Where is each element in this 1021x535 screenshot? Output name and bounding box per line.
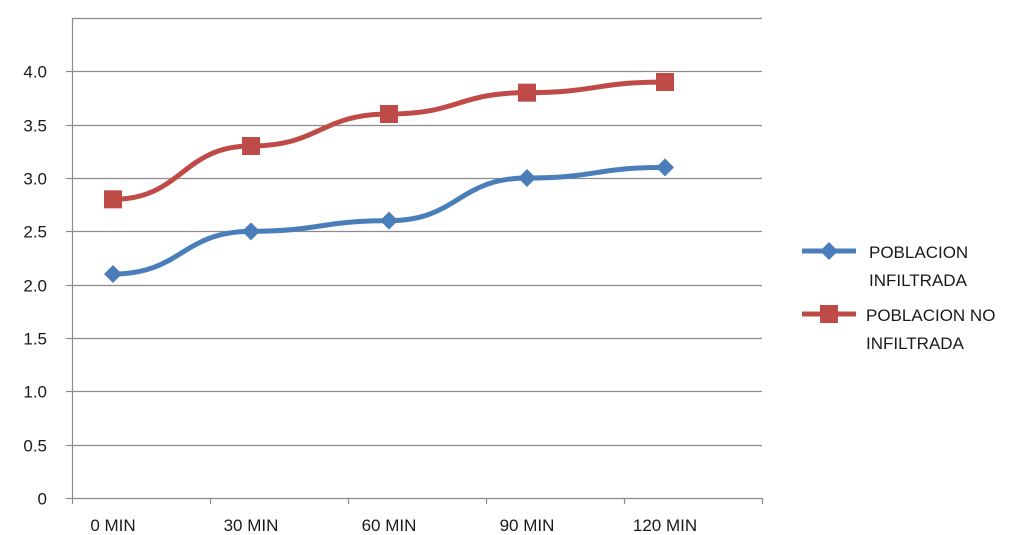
data-point-diamond: [104, 265, 122, 283]
gridlines: [72, 17, 762, 447]
legend-label-line1: POBLACION NO: [866, 306, 995, 325]
y-tick-label: 2.5: [23, 223, 47, 242]
y-axis-ticks: 0 0.5 1.0 1.5 2.0 2.5 3.0 3.5 4.0: [23, 63, 72, 509]
data-point-diamond: [380, 211, 398, 230]
data-point-diamond: [518, 169, 536, 187]
series-line: [110, 79, 668, 202]
y-tick-label: 1.0: [23, 383, 47, 402]
x-tick-label: 60 MIN: [362, 516, 417, 535]
series-group: [104, 73, 674, 283]
data-point-diamond: [242, 222, 260, 241]
y-tick-label: 4.0: [23, 63, 47, 82]
series-no-infiltrada: [104, 73, 674, 209]
data-point-diamond: [820, 242, 838, 260]
legend-label-line2: INFILTRADA: [866, 334, 965, 353]
x-tick-label: 0 MIN: [90, 516, 135, 535]
data-point-square: [820, 305, 838, 323]
y-tick-label: 2.0: [23, 277, 47, 296]
legend-label-line1: POBLACION: [869, 243, 968, 262]
y-tick-label: 3.0: [23, 170, 47, 189]
legend-label-line2: INFILTRADA: [869, 271, 968, 290]
data-point-square: [242, 137, 260, 155]
x-tick-label: 90 MIN: [500, 516, 555, 535]
axes: [71, 18, 762, 500]
x-axis-ticks: 0 MIN 30 MIN 60 MIN 90 MIN 120 MIN: [71, 498, 764, 535]
data-point-square: [656, 73, 674, 91]
data-point-diamond: [656, 158, 674, 177]
legend-item-infiltrada: POBLACION INFILTRADA: [802, 242, 968, 290]
legend-item-no-infiltrada: POBLACION NO INFILTRADA: [802, 305, 995, 353]
x-tick-label: 30 MIN: [224, 516, 279, 535]
data-point-square: [104, 190, 122, 209]
series-infiltrada: [104, 158, 674, 283]
y-tick-label: 0: [38, 490, 47, 509]
y-tick-label: 1.5: [23, 330, 47, 349]
data-point-square: [518, 83, 536, 102]
y-tick-label: 3.5: [23, 117, 47, 136]
y-tick-label: 0.5: [23, 437, 47, 456]
legend: POBLACION INFILTRADA POBLACION NO INFILTRAD…: [802, 242, 995, 353]
x-tick-label: 120 MIN: [633, 516, 697, 535]
data-point-square: [380, 105, 398, 123]
